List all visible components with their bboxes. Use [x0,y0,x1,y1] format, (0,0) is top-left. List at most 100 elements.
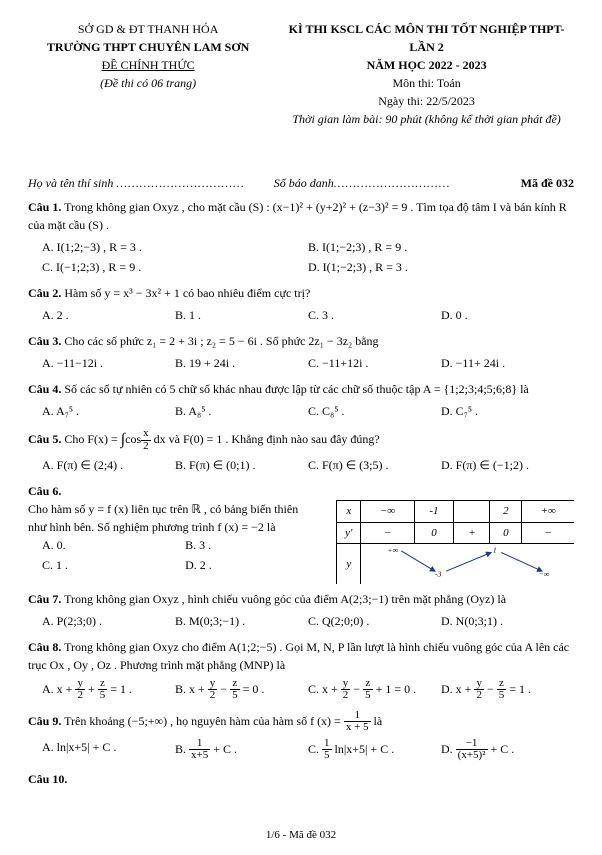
q4-choice-c: C. C₈⁵ . [308,402,441,420]
q1-choice-a: A. I(1;2;−3) , R = 3 . [42,238,308,256]
q7-title: Câu 7. [28,592,61,606]
header-right: KÌ THI KSCL CÁC MÔN THI TỐT NGHIỆP THPT-… [279,20,574,128]
q9-frac: 1x + 5 [344,710,371,734]
question-2: Câu 2. Hàm số y = x³ − 3x² + 1 có bao nh… [28,284,574,326]
q3-choice-b: B. 19 + 24i . [175,354,308,372]
q6-stem2: như hình bên. Số nghiệm phương trình f (… [28,518,328,536]
q1-choice-c: C. I(−1;2;3) , R = 9 . [42,258,308,276]
q6-left: Cho hàm số y = f (x) liên tục trên ℝ , c… [28,500,328,584]
q9-choice-d: D. −1(x+5)² + C . [441,738,574,762]
q9-title: Câu 9. [28,713,61,727]
vt-s2: + [454,522,490,544]
sbd-field: Số báo danh………………………… [274,174,481,192]
question-3: Câu 3. Cho các số phức z₁ = 2 + 3i ; z₂ … [28,332,574,374]
q9-pre: Trên khoảng (−5;+∞) , họ nguyên hàm của … [61,713,343,727]
sbd-label: Số báo danh [274,176,334,190]
q7-text: Trong không gian Oxyz , hình chiếu vuông… [61,592,506,606]
q9-choice-a: A. ln|x+5| + C . [42,738,175,762]
variation-arrows: +∞ -3 1 −∞ [361,544,574,578]
q3-choice-c: C. −11+12i . [308,354,441,372]
q5-cos: cos [125,432,141,446]
q9-post: là [371,713,383,727]
q4-text: Số các số tự nhiên có 5 chữ số khác nhau… [61,382,528,396]
vt-xv0: −∞ [361,501,414,523]
q6-choice-d: D. 2 . [185,556,328,574]
vt-s4: − [522,522,574,544]
date-line: Ngày thi: 22/5/2023 [279,92,574,110]
q9-choice-b: B. 1x+5 + C . [175,738,308,762]
q3-choice-a: A. −11−12i . [42,354,175,372]
duration-line: Thời gian làm bài: 90 phút (không kể thờ… [279,110,574,128]
q6-stem1: Cho hàm số y = f (x) liên tục trên ℝ , c… [28,500,328,518]
svg-text:1: 1 [493,546,497,555]
q7-choice-b: B. M(0;3;−1) . [175,612,308,630]
vt-xv2: 2 [490,501,522,523]
q2-stem: Câu 2. Hàm số y = x³ − 3x² + 1 có bao nh… [28,284,574,302]
q6-choice-b: B. 3 . [185,536,328,554]
name-label: Họ và tên thí sinh [28,176,116,190]
q4-stem: Câu 4. Số các số tự nhiên có 5 chữ số kh… [28,380,574,398]
q4-title: Câu 4. [28,382,61,396]
q10-title: Câu 10. [28,772,67,786]
svg-text:-3: -3 [435,569,442,578]
year-line: NĂM HỌC 2022 - 2023 [279,56,574,74]
q3-title: Câu 3. [28,334,61,348]
candidate-info: Họ và tên thí sinh …………………………… Số báo da… [28,174,574,192]
q2-choice-c: C. 3 . [308,306,441,324]
official-underline: ĐỀ CHÍNH THỨC [102,58,195,72]
q7-choice-a: A. P(2;3;0) . [42,612,175,630]
q1-text: Trong không gian Oxyz , cho mặt cầu (S) … [28,200,567,232]
vt-yp: y′ [337,522,361,544]
q2-choice-a: A. 2 . [42,306,175,324]
q8-title: Câu 8. [28,640,61,654]
q2-choice-d: D. 0 . [441,306,574,324]
q8-choice-c: C. x + y2 − z5 + 1 = 0 . [308,678,441,702]
page-footer: 1/6 - Mã đề 032 [0,827,602,844]
spacer [28,134,574,174]
vt-graph: +∞ -3 1 −∞ [361,544,574,584]
question-1: Câu 1. Trong không gian Oxyz , cho mặt c… [28,198,574,278]
q8-choice-b: B. x + y2 − z5 = 0 . [175,678,308,702]
question-5: Câu 5. Cho F(x) = ∫cosx2 dx và F(0) = 1 … [28,428,574,476]
q8-choice-d: D. x + y2 − z5 = 1 . [441,678,574,702]
q3-stem: Câu 3. Cho các số phức z₁ = 2 + 3i ; z₂ … [28,332,574,350]
question-10: Câu 10. [28,770,574,788]
vt-s0: − [361,522,414,544]
q9-stem: Câu 9. Trên khoảng (−5;+∞) , họ nguyên h… [28,710,574,734]
official-line: ĐỀ CHÍNH THỨC [28,56,268,74]
vt-x: x [337,501,361,523]
q5-choice-c: C. F(π) ∈ (3;5) . [308,456,441,474]
sbd-dots: ………………………… [334,176,451,190]
vt-y: y [337,544,361,584]
q8-text: Trong không gian Oxyz cho điểm A(1;2;−5)… [28,640,569,672]
q1-choice-d: D. I(1;−2;3) , R = 3 . [308,258,574,276]
question-8: Câu 8. Trong không gian Oxyz cho điểm A(… [28,638,574,704]
q7-stem: Câu 7. Trong không gian Oxyz , hình chiế… [28,590,574,608]
school-line: TRƯỜNG THPT CHUYÊN LAM SƠN [28,38,268,56]
q6-choice-c: C. 1 . [42,556,185,574]
question-4: Câu 4. Số các số tự nhiên có 5 chữ số kh… [28,380,574,422]
dept-line: SỞ GD & ĐT THANH HÓA [28,20,268,38]
q5-choice-a: A. F(π) ∈ (2;4) . [42,456,175,474]
subject-line: Môn thi: Toán [279,74,574,92]
q6-title: Câu 6. [28,482,574,500]
name-dots: …………………………… [116,176,244,190]
q5-pre: Cho F(x) = [61,432,120,446]
q3-text: Cho các số phức z₁ = 2 + 3i ; z₂ = 5 − 6… [61,334,378,348]
q5-choice-d: D. F(π) ∈ (−1;2) . [441,456,574,474]
pages-line: (Đề thi có 06 trang) [28,74,268,92]
name-field: Họ và tên thí sinh …………………………… [28,174,274,192]
exam-title: KÌ THI KSCL CÁC MÔN THI TỐT NGHIỆP THPT-… [279,20,574,56]
q5-frac-n: x [141,428,151,441]
q4-choice-a: A. A₇⁵ . [42,402,175,420]
exam-header: SỞ GD & ĐT THANH HÓA TRƯỜNG THPT CHUYÊN … [28,20,574,128]
q6-choice-a: A. 0. [42,536,185,554]
vt-xv3: +∞ [522,501,574,523]
exam-code: Mã đề 032 [481,174,574,192]
q5-frac: x2 [141,428,151,452]
q7-choice-c: C. Q(2;0;0) . [308,612,441,630]
svg-text:+∞: +∞ [388,546,399,555]
q5-frac-d: 2 [141,441,151,453]
q2-title: Câu 2. [28,286,61,300]
q1-stem: Câu 1. Trong không gian Oxyz , cho mặt c… [28,198,574,234]
